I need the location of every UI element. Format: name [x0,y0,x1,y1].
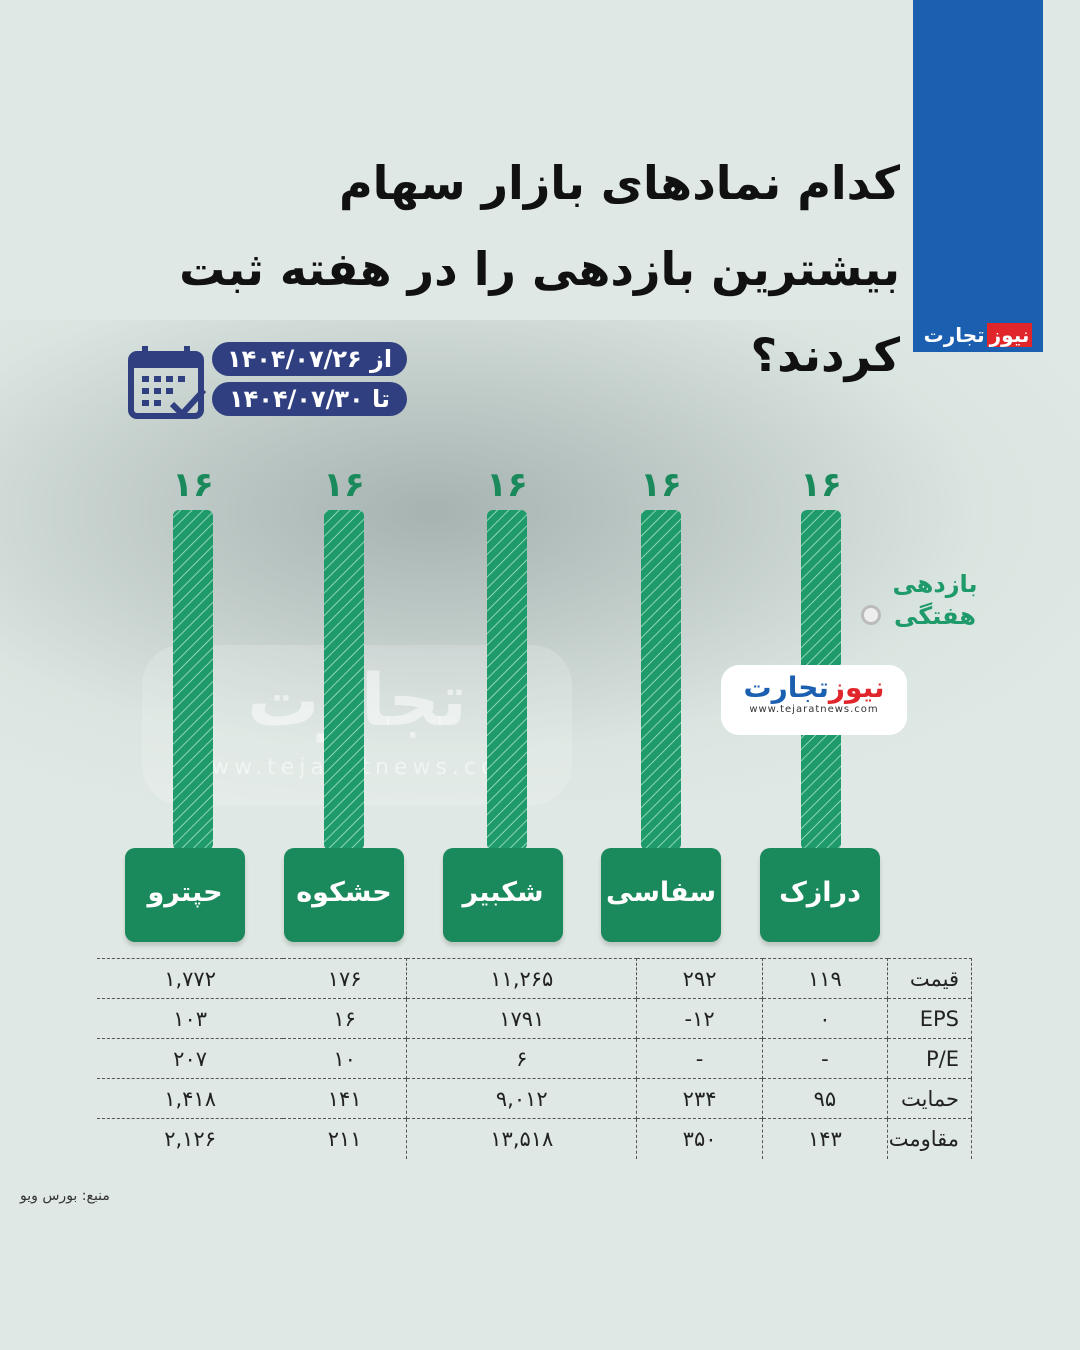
row-label: P/E [887,1038,972,1079]
data-label: ۱۶ [323,465,365,505]
title-line-1: کدام نمادهای بازار سهام [338,156,900,210]
category-label: حشکوه [284,848,404,942]
bar [324,510,364,850]
table-cell: ۹۵ [762,1078,889,1119]
table-cell: ۱۴۱ [283,1078,408,1119]
table-cell: - [636,1038,763,1079]
bar [487,510,527,850]
table-cell: ۱۰۳ [97,998,284,1039]
category-label: شکبیر [443,848,563,942]
logo-card: نیوزتجارت www.tejaratnews.com [721,665,907,735]
date-from: از ۱۴۰۴/۰۷/۲۶ [212,342,407,376]
table-row: ۱۰۳ ۱۶ ۱۷۹۱ -۱۲ ۰ EPS [97,998,972,1039]
table-row: ۱,۷۷۲ ۱۷۶ ۱۱,۲۶۵ ۲۹۲ ۱۱۹ قیمت [97,958,972,999]
table-cell: -۱۲ [636,998,763,1039]
table-cell: - [762,1038,889,1079]
table-cell: ۱۱,۲۶۵ [406,958,638,999]
table-cell: ۱۶ [283,998,408,1039]
table-cell: ۱۱۹ [762,958,889,999]
y-axis-label: بازدهی هفتگی [892,570,978,630]
calendar-icon [128,346,206,419]
table-row: ۲,۱۲۶ ۲۱۱ ۱۳,۵۱۸ ۳۵۰ ۱۴۳ مقاومت [97,1118,972,1159]
table-cell: ۲۱۱ [283,1118,408,1159]
row-label: قیمت [887,958,972,999]
bar [173,510,213,850]
table-cell: ۳۵۰ [636,1118,763,1159]
axis-marker-icon [861,605,881,625]
table-cell: ۱۷۶ [283,958,408,999]
table-cell: ۶ [406,1038,638,1079]
table-cell: ۱,۴۱۸ [97,1078,284,1119]
table-cell: ۰ [762,998,889,1039]
bar [641,510,681,850]
table-cell: ۲,۱۲۶ [97,1118,284,1159]
category-label: حپترو [125,848,245,942]
table-cell: ۱۷۹۱ [406,998,638,1039]
date-range: از ۱۴۰۴/۰۷/۲۶ تا ۱۴۰۴/۰۷/۳۰ [212,342,407,422]
table-row: ۱,۴۱۸ ۱۴۱ ۹,۰۱۲ ۲۳۴ ۹۵ حمایت [97,1078,972,1119]
category-label: درازک [760,848,880,942]
data-label: ۱۶ [486,465,528,505]
row-label: EPS [887,998,972,1039]
data-label: ۱۶ [172,465,214,505]
category-label: سفاسی [601,848,721,942]
date-to: تا ۱۴۰۴/۰۷/۳۰ [212,382,407,416]
row-label: مقاومت [887,1118,972,1159]
source-note: منبع: بورس ویو [20,1188,110,1204]
row-label: حمایت [887,1078,972,1119]
title-line-2: بیشترین بازدهی را در هفته ثبت کردند؟ [179,242,900,382]
data-table: ۱,۷۷۲ ۱۷۶ ۱۱,۲۶۵ ۲۹۲ ۱۱۹ قیمت ۱۰۳ ۱۶ ۱۷۹۱ -۱۲ ۰ EPS… [97,958,972,1159]
brand-bar [913,0,1043,352]
table-cell: ۱,۷۷۲ [97,958,284,999]
brand-logo: تجارت نیوز [913,318,1043,352]
table-cell: ۹,۰۱۲ [406,1078,638,1119]
page-title: کدام نمادهای بازار سهام بیشترین بازدهی ر… [100,140,900,398]
table-row: ۲۰۷ ۱۰ ۶- - P/E [97,1038,972,1079]
table-cell: ۲۳۴ [636,1078,763,1119]
table-cell: ۱۴۳ [762,1118,889,1159]
table-cell: ۱۳,۵۱۸ [406,1118,638,1159]
table-cell: ۲۹۲ [636,958,763,999]
table-cell: ۲۰۷ [97,1038,284,1079]
bar-chart: ۱۶ ۱۶ ۱۶ ۱۶ ۱۶ [172,465,842,850]
data-label: ۱۶ [800,465,842,505]
data-label: ۱۶ [640,465,682,505]
table-cell: ۱۰ [283,1038,408,1079]
